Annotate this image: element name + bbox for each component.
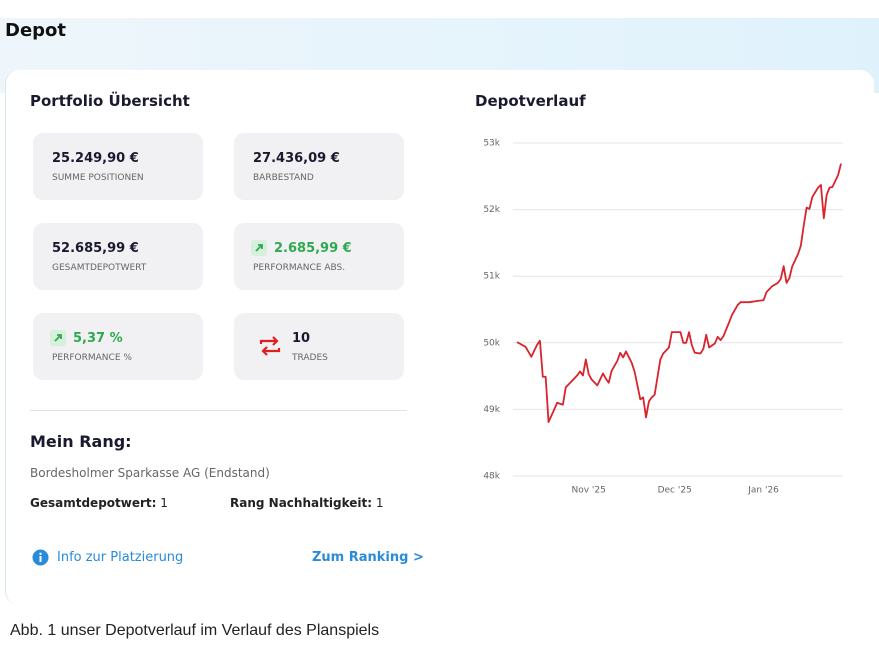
- chart-title: Depotverlauf: [475, 92, 586, 110]
- caption: Abb. 1 unser Depotverlauf im Verlauf des…: [10, 622, 380, 639]
- rank-value: 1: [375, 496, 384, 510]
- y-tick-label: 48k: [483, 472, 500, 482]
- rank-label: Gesamtdepotwert:: [30, 496, 157, 510]
- tile-label: BARBESTAND: [253, 173, 314, 183]
- tile-label: SUMME POSITIONEN: [52, 173, 144, 183]
- info-link[interactable]: Info zur Platzierung: [57, 550, 184, 565]
- tile: 25.249,90 € SUMME POSITIONEN: [33, 133, 203, 200]
- x-tick-label: Jan '26: [747, 486, 779, 496]
- y-tick-label: 51k: [483, 272, 500, 282]
- bank-name: Bordesholmer Sparkasse AG (Endstand): [30, 466, 270, 480]
- ranking-link[interactable]: Zum Ranking >: [312, 550, 424, 565]
- tile-value: 5,37 %: [73, 331, 123, 346]
- x-tick-label: Dec '25: [658, 486, 692, 496]
- y-tick-label: 52k: [483, 205, 500, 215]
- rank-label: Rang Nachhaltigkeit:: [230, 496, 373, 510]
- rank-item: Rang Nachhaltigkeit: 1: [230, 496, 384, 510]
- y-tick-label: 53k: [483, 139, 500, 149]
- tile: 27.436,09 € BARBESTAND: [234, 133, 404, 200]
- tile-value: 10: [292, 331, 311, 346]
- rank-item: Gesamtdepotwert: 1: [30, 496, 168, 510]
- up-icon: [251, 240, 267, 256]
- tile-value: 27.436,09 €: [253, 151, 340, 166]
- tile: 10 TRADES: [234, 313, 404, 380]
- tile-value: 25.249,90 €: [52, 151, 139, 166]
- rank-value: 1: [160, 496, 168, 510]
- tile-value: 2.685,99 €: [274, 241, 352, 256]
- tile-value: 52.685,99 €: [52, 241, 139, 256]
- tile-label: PERFORMANCE %: [52, 353, 132, 363]
- page-title: Depot: [5, 20, 67, 41]
- section-title: Portfolio Übersicht: [30, 92, 190, 110]
- up-icon: [50, 330, 66, 346]
- y-tick-label: 49k: [483, 405, 500, 415]
- tile: 2.685,99 € PERFORMANCE ABS.: [234, 223, 404, 290]
- trades-icon: [259, 336, 281, 356]
- rank-title: Mein Rang:: [30, 432, 132, 451]
- x-tick-label: Nov '25: [572, 486, 606, 496]
- tile: 5,37 % PERFORMANCE %: [33, 313, 203, 380]
- tile-label: TRADES: [292, 353, 328, 363]
- info-icon: [32, 549, 49, 566]
- divider: [30, 410, 407, 411]
- tile-label: PERFORMANCE ABS.: [253, 263, 346, 273]
- tile-label: GESAMTDEPOTWERT: [52, 263, 147, 273]
- tile: 52.685,99 € GESAMTDEPOTWERT: [33, 223, 203, 290]
- line: [516, 163, 842, 423]
- y-tick-label: 50k: [483, 338, 500, 348]
